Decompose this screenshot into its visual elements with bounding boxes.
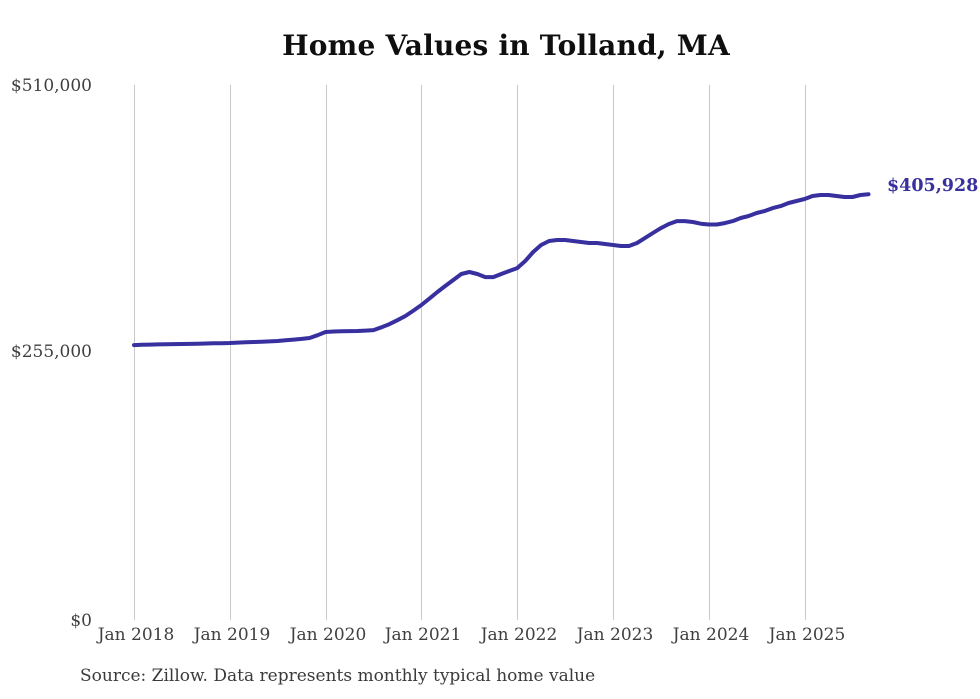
home-value-line bbox=[132, 192, 871, 348]
gridline-jan-2021 bbox=[421, 85, 422, 620]
gridline-jan-2023 bbox=[613, 85, 614, 620]
gridline-jan-2018 bbox=[134, 85, 135, 620]
x-tick-jan-2021: Jan 2021 bbox=[384, 625, 462, 645]
gridline-jan-2025 bbox=[805, 85, 806, 620]
y-tick-255000: $255,000 bbox=[10, 342, 92, 362]
x-tick-jan-2025: Jan 2025 bbox=[768, 625, 846, 645]
chart-title: Home Values in Tolland, MA bbox=[282, 29, 730, 62]
y-tick-0: $0 bbox=[70, 611, 92, 631]
gridline-jan-2019 bbox=[230, 85, 231, 620]
x-tick-jan-2019: Jan 2019 bbox=[193, 625, 271, 645]
gridline-jan-2024 bbox=[709, 85, 710, 620]
x-tick-jan-2024: Jan 2024 bbox=[672, 625, 750, 645]
x-tick-jan-2018: Jan 2018 bbox=[97, 625, 175, 645]
y-tick-510000: $510,000 bbox=[10, 76, 92, 96]
source-note: Source: Zillow. Data represents monthly … bbox=[80, 666, 596, 686]
latest-value-label: $405,928 bbox=[887, 176, 979, 196]
x-tick-jan-2022: Jan 2022 bbox=[480, 625, 558, 645]
x-tick-jan-2020: Jan 2020 bbox=[289, 625, 367, 645]
gridline-jan-2022 bbox=[517, 85, 518, 620]
x-tick-jan-2023: Jan 2023 bbox=[576, 625, 654, 645]
gridline-jan-2020 bbox=[326, 85, 327, 620]
